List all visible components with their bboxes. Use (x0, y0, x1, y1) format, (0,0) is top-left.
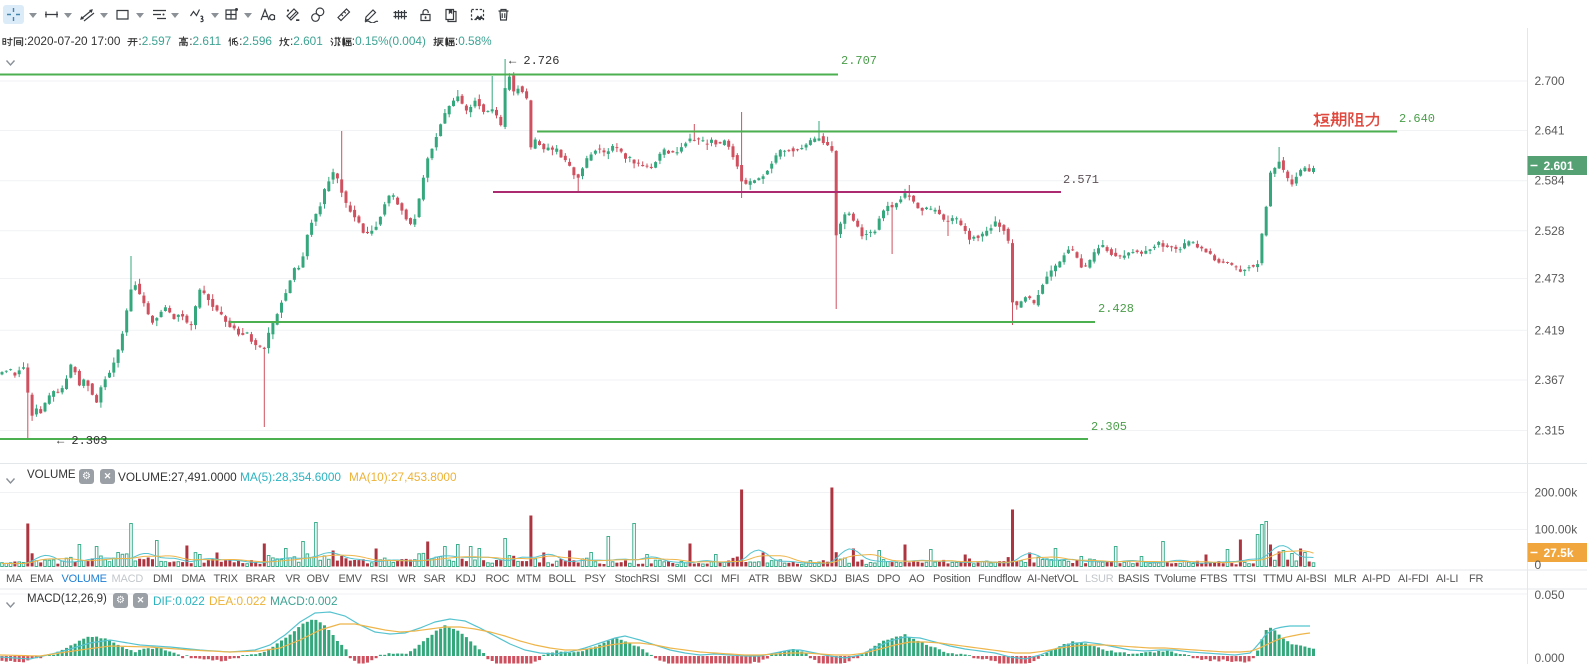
svg-text:2.571: 2.571 (1063, 173, 1099, 187)
svg-text:2.700: 2.700 (1535, 74, 1565, 88)
svg-text:0.050: 0.050 (1535, 588, 1565, 602)
svg-text:← 2.726: ← 2.726 (509, 54, 559, 68)
svg-text:2.419: 2.419 (1535, 323, 1565, 337)
svg-text:2.305: 2.305 (1091, 420, 1127, 434)
svg-text:100.00k: 100.00k (1535, 523, 1579, 537)
svg-text:0: 0 (1535, 558, 1542, 572)
svg-text:0.000: 0.000 (1535, 651, 1565, 664)
svg-text:2.584: 2.584 (1535, 174, 1565, 188)
svg-text:2.473: 2.473 (1535, 272, 1565, 286)
svg-text:2.528: 2.528 (1535, 224, 1565, 238)
svg-text:2.428: 2.428 (1098, 302, 1134, 316)
svg-text:2.367: 2.367 (1535, 373, 1565, 387)
svg-text:200.00k: 200.00k (1535, 486, 1579, 500)
svg-text:2.707: 2.707 (841, 54, 877, 68)
svg-text:2.641: 2.641 (1535, 124, 1565, 138)
svg-text:27.5k: 27.5k (1544, 546, 1574, 560)
svg-text:← 2.303: ← 2.303 (57, 434, 107, 448)
svg-text:2.315: 2.315 (1535, 424, 1565, 438)
svg-text:2.640: 2.640 (1399, 112, 1435, 126)
svg-text:2.601: 2.601 (1544, 159, 1574, 173)
